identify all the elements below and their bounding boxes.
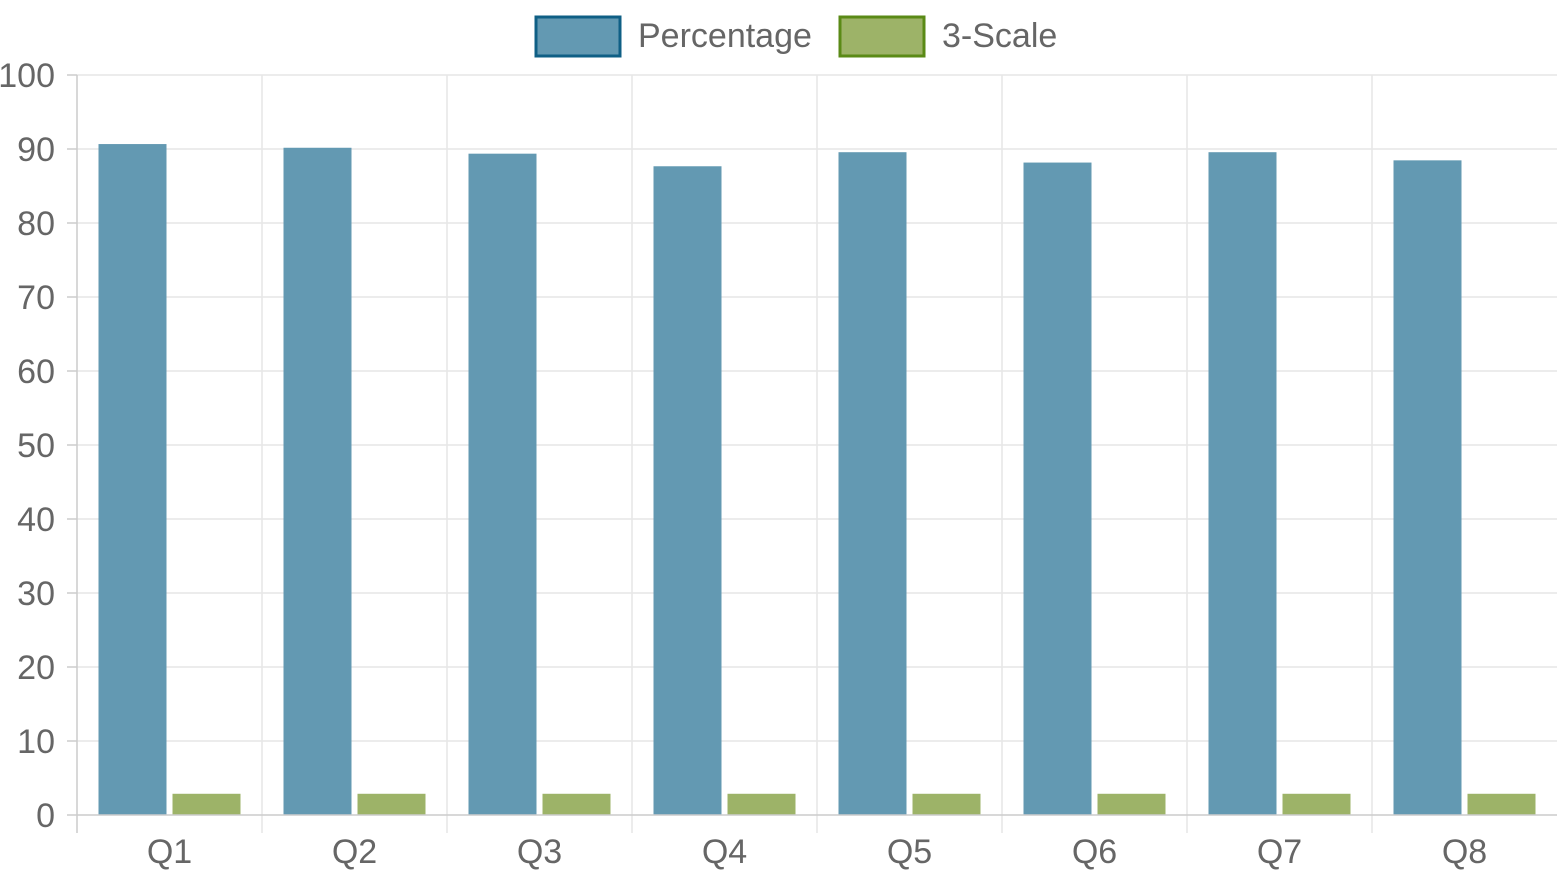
- legend-label-percentage[interactable]: Percentage: [638, 17, 812, 55]
- y-tick-label: 80: [17, 205, 55, 243]
- bar-percentage-q5[interactable]: [838, 152, 907, 816]
- legend-swatch-percentage[interactable]: [534, 15, 622, 58]
- x-tick-label: Q3: [517, 833, 562, 871]
- legend-label-3-scale[interactable]: 3-Scale: [942, 17, 1057, 55]
- legend-swatch-3-scale[interactable]: [838, 15, 926, 58]
- y-tick-label: 40: [17, 501, 55, 539]
- x-tick-label: Q2: [332, 833, 377, 871]
- bar-3-scale-q1[interactable]: [172, 793, 241, 816]
- bar-percentage-q1[interactable]: [98, 144, 167, 816]
- bar-percentage-q3[interactable]: [468, 153, 537, 816]
- bar-3-scale-q4[interactable]: [727, 793, 796, 816]
- bar-3-scale-q8[interactable]: [1467, 793, 1536, 816]
- bar-percentage-q8[interactable]: [1393, 160, 1462, 816]
- legend: Percentage 3-Scale: [534, 15, 1057, 58]
- x-tick-labels: Q1 Q2 Q3 Q4 Q5 Q6 Q7 Q8: [147, 833, 1487, 871]
- bar-3-scale-q7[interactable]: [1282, 793, 1351, 816]
- x-tick-label: Q1: [147, 833, 192, 871]
- bar-percentage-q4[interactable]: [653, 166, 722, 816]
- bar-percentage-q6[interactable]: [1023, 162, 1092, 816]
- y-tick-label: 100: [0, 57, 55, 95]
- x-tick-label: Q4: [702, 833, 747, 871]
- bar-3-scale-q6[interactable]: [1097, 793, 1166, 816]
- y-tick-label: 20: [17, 649, 55, 687]
- x-tick-label: Q8: [1442, 833, 1487, 871]
- y-tick-label: 50: [17, 427, 55, 465]
- bar-3-scale-q3[interactable]: [542, 793, 611, 816]
- y-tick-label: 60: [17, 353, 55, 391]
- bar-percentage-q7[interactable]: [1208, 152, 1277, 816]
- bar-percentage-q2[interactable]: [283, 147, 352, 816]
- y-tick-labels: 0 10 20 30 40 50 60 70 80 90 100: [0, 57, 55, 835]
- y-tick-label: 70: [17, 279, 55, 317]
- x-tick-label: Q7: [1257, 833, 1302, 871]
- x-tick-label: Q5: [887, 833, 932, 871]
- y-tick-label: 90: [17, 131, 55, 169]
- axes-group: [67, 74, 1557, 833]
- bar-3-scale-q5[interactable]: [912, 793, 981, 816]
- x-tick-label: Q6: [1072, 833, 1117, 871]
- y-tick-label: 30: [17, 575, 55, 613]
- y-tick-label: 0: [36, 797, 55, 835]
- bar-3-scale-q2[interactable]: [357, 793, 426, 816]
- y-tick-label: 10: [17, 723, 55, 761]
- bars-group: [98, 144, 1536, 816]
